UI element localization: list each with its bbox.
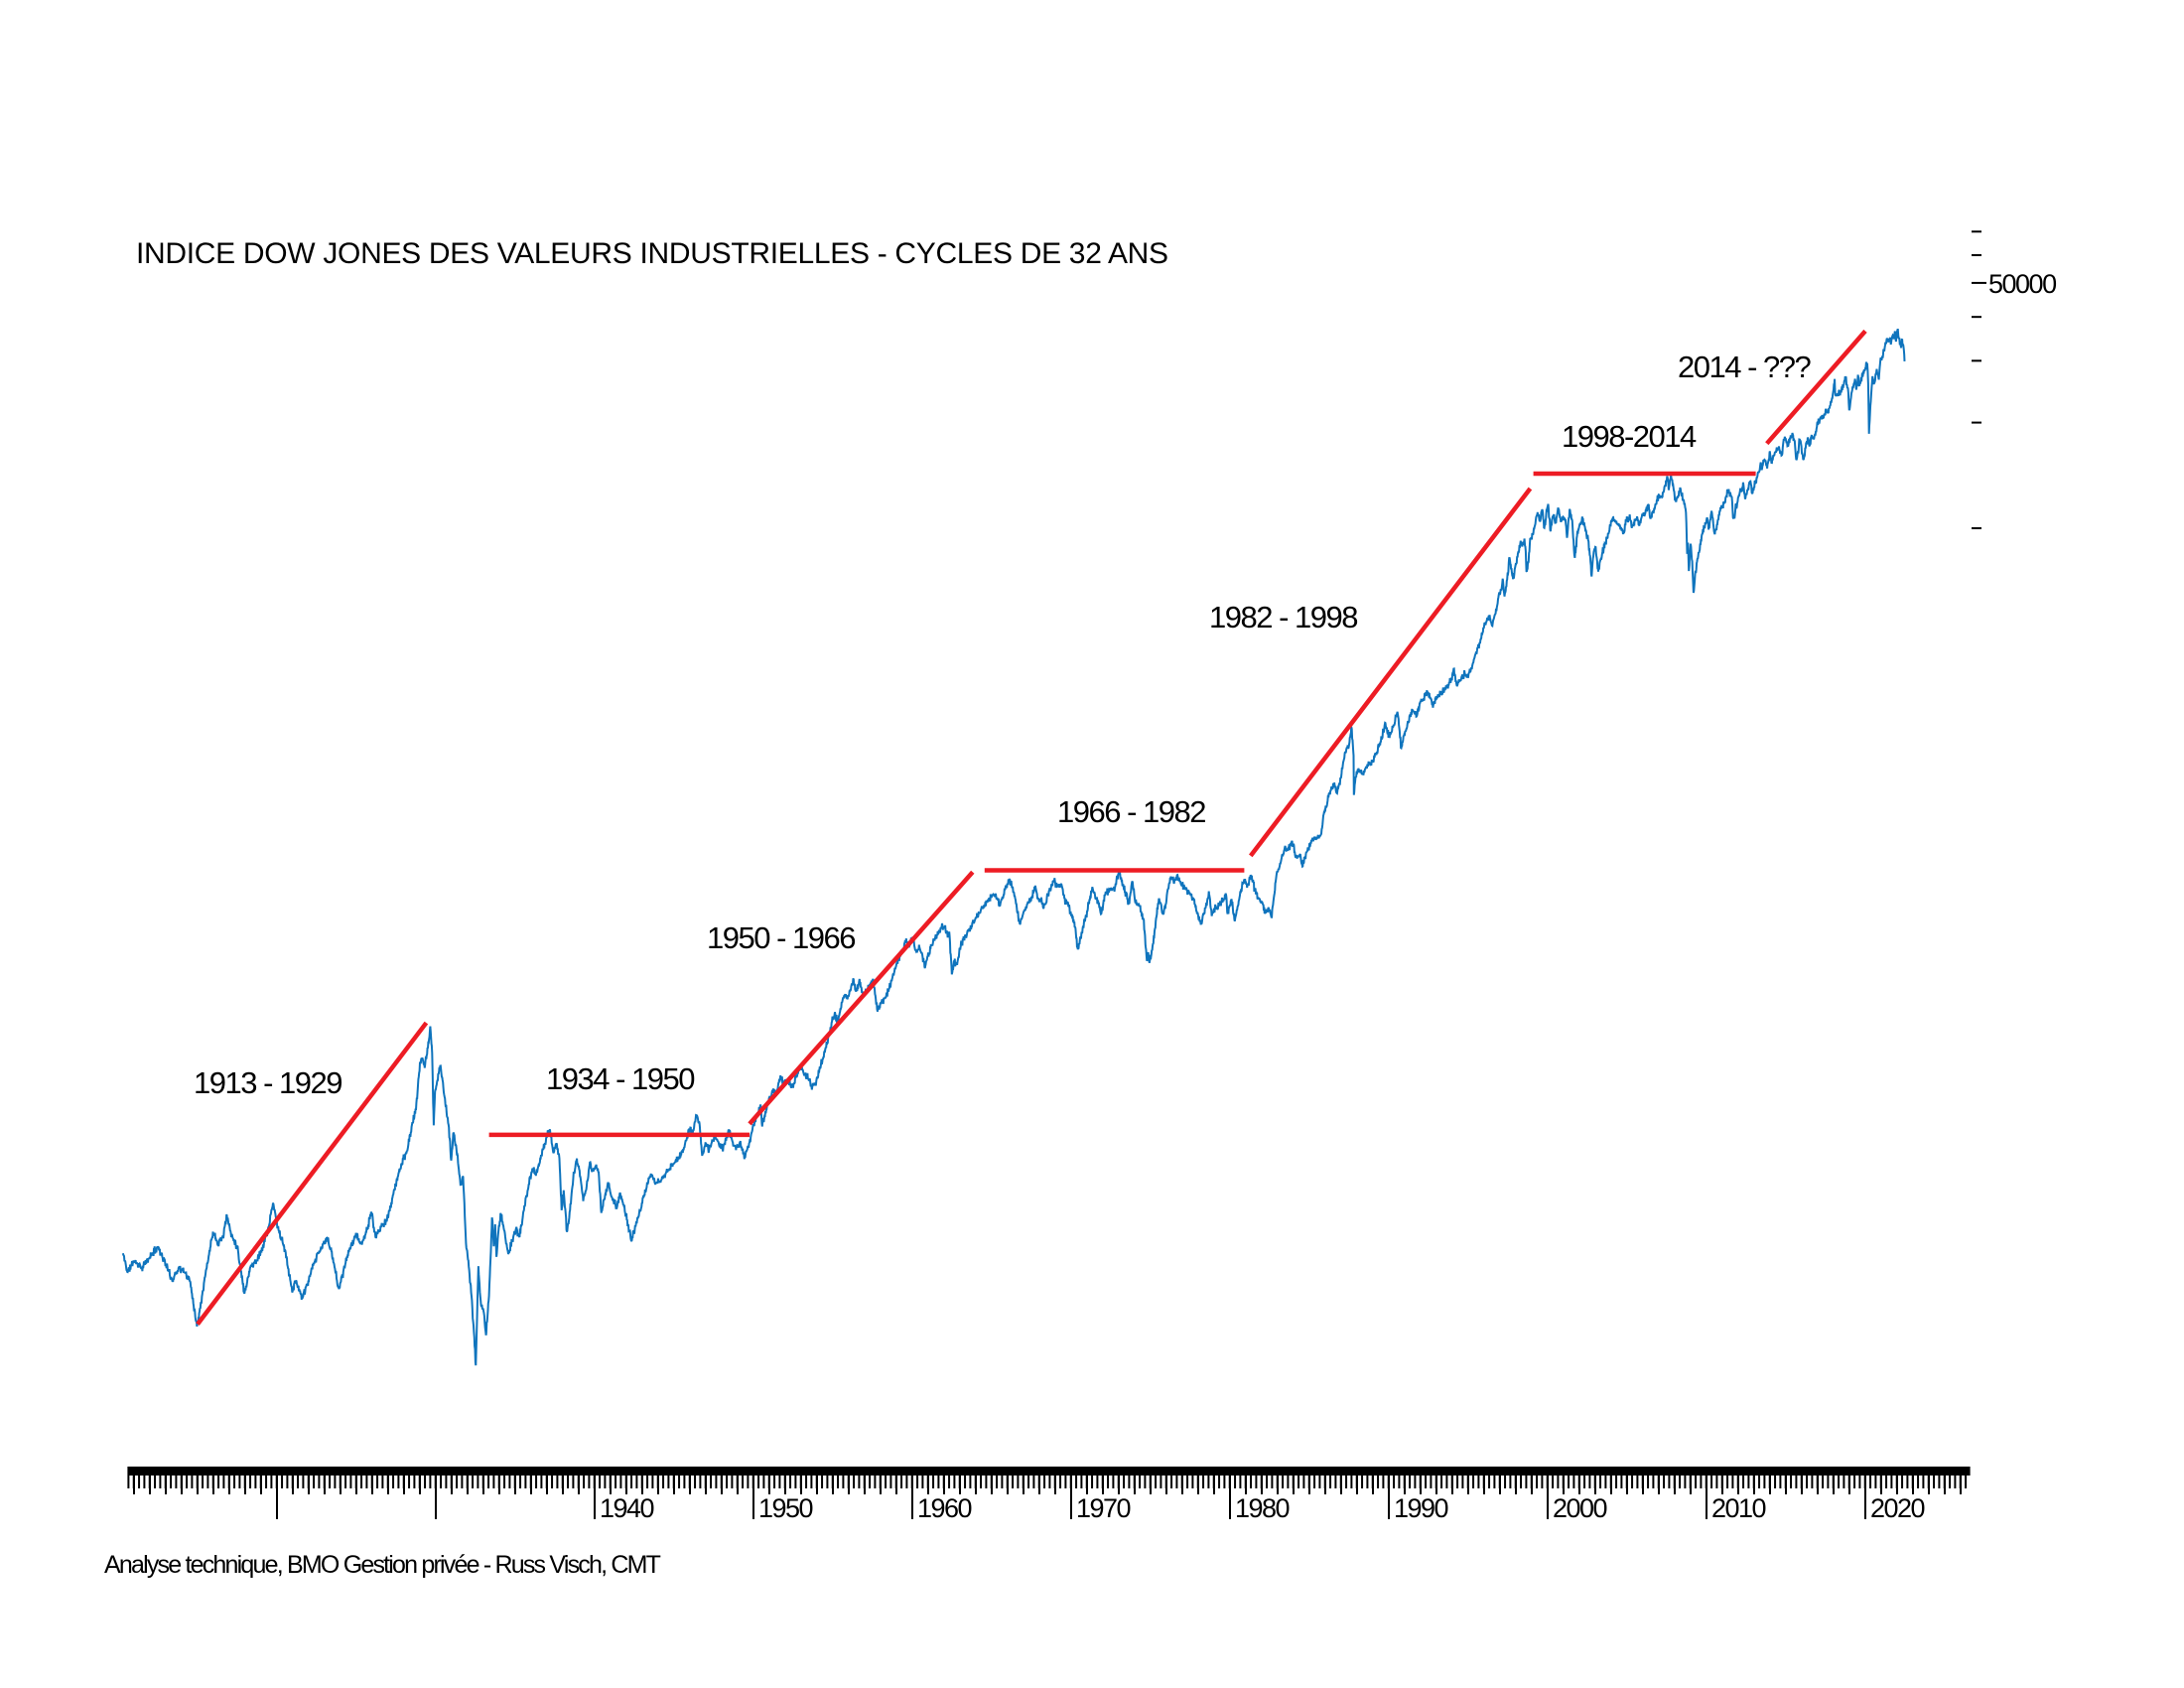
cycle-label: 1982 - 1998 xyxy=(1209,600,1357,634)
x-decade-label: 1950 xyxy=(758,1493,813,1523)
cycle-label: 2014 - ??? xyxy=(1678,350,1811,384)
cycle-label: 1934 - 1950 xyxy=(546,1061,695,1096)
x-decade-label: 2010 xyxy=(1711,1493,1766,1523)
x-decade-label: 1940 xyxy=(600,1493,654,1523)
x-decade-label: 2000 xyxy=(1553,1493,1607,1523)
cycle-trendline xyxy=(748,870,975,1126)
x-decade-label: 1980 xyxy=(1235,1493,1290,1523)
x-decade-label: 1960 xyxy=(917,1493,972,1523)
x-decade-label: 2020 xyxy=(1870,1493,1925,1523)
cycle-label: 1998-2014 xyxy=(1562,419,1697,454)
x-decade-label: 1970 xyxy=(1076,1493,1131,1523)
cycle-trendline xyxy=(1765,329,1867,446)
cycle-trendline xyxy=(1249,487,1533,858)
source-credit: Analyse technique, BMO Gestion privée - … xyxy=(104,1551,661,1579)
cycle-label: 1913 - 1929 xyxy=(194,1065,341,1100)
x-decade-label: 1990 xyxy=(1394,1493,1448,1523)
cycle-label: 1950 - 1966 xyxy=(707,920,855,955)
cycle-trendline xyxy=(196,1021,429,1326)
chart-title: INDICE DOW JONES DES VALEURS INDUSTRIELL… xyxy=(136,237,1168,270)
price-line xyxy=(121,329,1906,1366)
cycle-label: 1966 - 1982 xyxy=(1057,794,1205,829)
y-axis-50000-label: 50000 xyxy=(1988,269,2056,299)
